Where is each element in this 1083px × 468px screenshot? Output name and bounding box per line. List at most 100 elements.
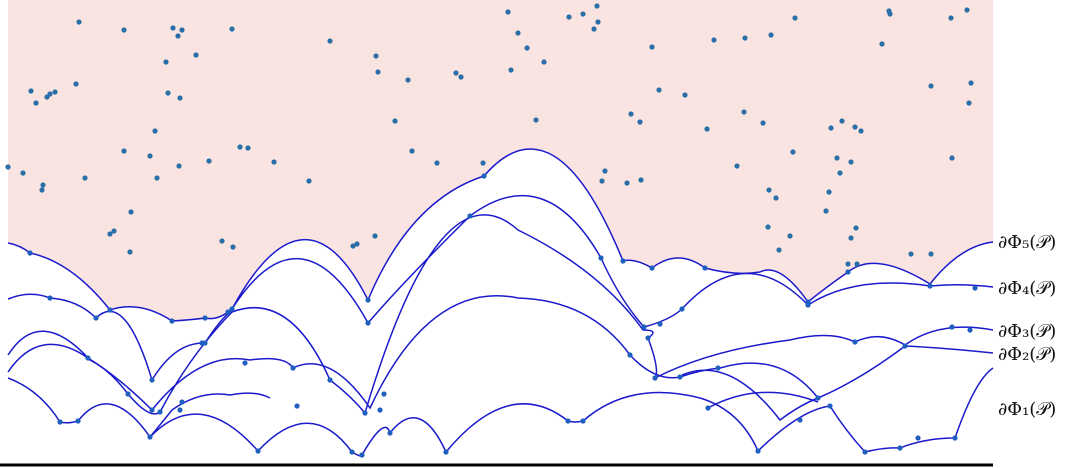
label-phi1: ∂Φ₁(𝒫) (998, 399, 1056, 420)
boundary-point (294, 403, 300, 409)
cloud-point (20, 170, 26, 176)
cloud-point (121, 148, 127, 154)
cloud-point (879, 41, 885, 47)
boundary-point (797, 417, 803, 423)
boundary-point (972, 285, 978, 291)
label-phi2: ∂Φ₂(𝒫) (998, 344, 1056, 365)
cloud-point (928, 83, 934, 89)
boundary-point (915, 435, 921, 441)
cloud-point (193, 52, 199, 58)
boundary-point (349, 449, 355, 455)
boundary-point (679, 306, 685, 312)
cloud-point (599, 178, 605, 184)
cloud-point (206, 158, 212, 164)
cloud-point (828, 125, 834, 131)
boundary-point (467, 213, 473, 219)
cloud-point (826, 189, 832, 195)
boundary-point (229, 306, 235, 312)
boundary-point (27, 250, 33, 256)
boundary-point (202, 315, 208, 321)
boundary-point (157, 409, 163, 415)
cloud-point (245, 145, 251, 151)
boundary-point (362, 410, 368, 416)
cloud-point (177, 95, 183, 101)
boundary-point (677, 374, 683, 380)
cloud-point (434, 160, 440, 166)
cloud-point (768, 32, 774, 38)
boundary-point (652, 375, 658, 381)
cloud-point (147, 153, 153, 159)
cloud-point (480, 160, 486, 166)
boundary-point (952, 435, 958, 441)
cloud-point (327, 38, 333, 44)
cloud-point (127, 249, 133, 255)
cloud-point (773, 195, 779, 201)
boundary-point (381, 391, 387, 397)
boundary-point (149, 377, 155, 383)
boundary-point (657, 321, 663, 327)
cloud-point (637, 119, 643, 125)
cloud-point (405, 77, 411, 83)
boundary-point (645, 335, 651, 341)
cloud-point (373, 53, 379, 59)
cloud-point (858, 128, 864, 134)
cloud-point (52, 89, 58, 95)
boundary-point (845, 269, 851, 275)
cloud-point (453, 70, 459, 76)
cloud-point (848, 159, 854, 165)
boundary-point (85, 355, 91, 361)
boundary-point (177, 407, 183, 413)
cloud-point (47, 91, 53, 97)
cloud-point (741, 109, 747, 115)
cloud-point (834, 155, 840, 161)
cloud-point (682, 92, 688, 98)
boundary-point (902, 343, 908, 349)
boundary-point (627, 352, 633, 358)
cloud-point (928, 251, 934, 257)
cloud-point (508, 67, 514, 73)
label-phi4: ∂Φ₄(𝒫) (998, 278, 1056, 299)
boundary-point (598, 255, 604, 261)
cloud-point (566, 14, 572, 20)
cloud-point (121, 27, 127, 33)
cloud-point (219, 238, 225, 244)
boundary-point (443, 449, 449, 455)
cloud-point (354, 241, 360, 247)
cloud-point (533, 117, 539, 123)
boundary-point (169, 318, 175, 324)
cloud-point (73, 81, 79, 87)
boundary-point (705, 405, 711, 411)
cloud-point (40, 182, 46, 188)
cloud-point (839, 118, 845, 124)
cloud-point (964, 7, 970, 13)
cloud-point (591, 26, 597, 32)
cloud-point (704, 126, 710, 132)
cloud-point (787, 233, 793, 239)
cloud-point (656, 87, 662, 93)
cloud-point (409, 148, 415, 154)
cloud-point (505, 9, 511, 15)
boundary-point (179, 399, 185, 405)
boundary-point (620, 258, 626, 264)
cloud-point (306, 178, 312, 184)
boundary-point (565, 418, 571, 424)
cloud-point (515, 30, 521, 36)
cloud-point (524, 45, 530, 51)
boundary-point (481, 173, 487, 179)
cloud-point (541, 59, 547, 65)
cloud-point (845, 261, 851, 267)
boundary-point (47, 295, 53, 301)
cloud-point (628, 111, 634, 117)
cloud-point (742, 35, 748, 41)
cloud-point (580, 11, 586, 17)
boundary-point (649, 265, 655, 271)
boundary-point (755, 448, 761, 454)
cloud-point (372, 233, 378, 239)
cloud-point (154, 175, 160, 181)
cloud-point (163, 59, 169, 65)
cloud-point (765, 224, 771, 230)
cloud-point (5, 164, 11, 170)
boundary-point (852, 339, 858, 345)
boundary-point (815, 395, 821, 401)
boundary-point (365, 297, 371, 303)
